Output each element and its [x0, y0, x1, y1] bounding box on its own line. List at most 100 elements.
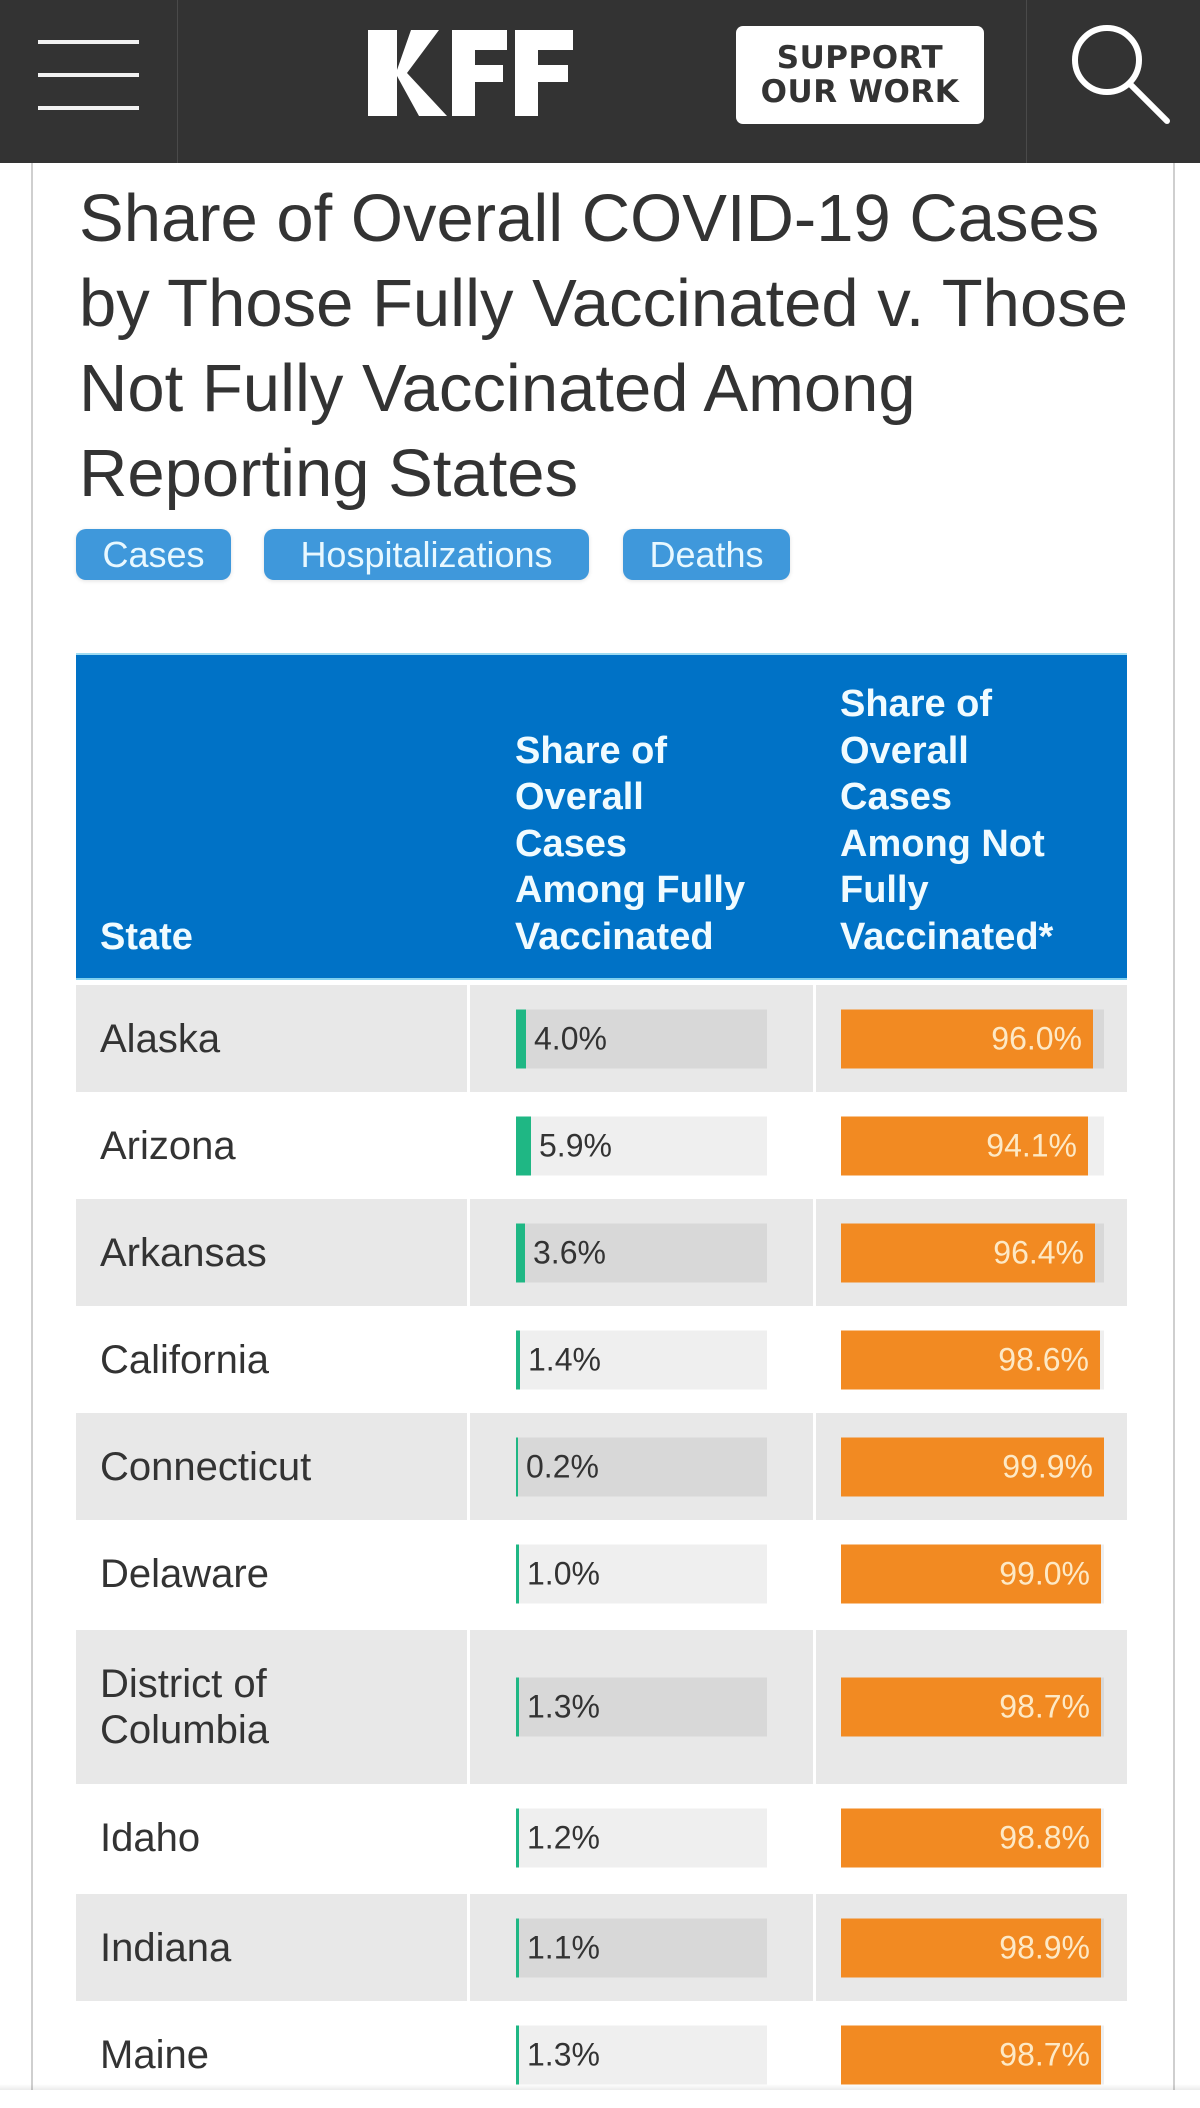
not-vaccinated-bar-track: 99.0%	[841, 1544, 1104, 1604]
vaccinated-bar-track: 1.3%	[516, 1677, 767, 1737]
vaccinated-value: 1.2%	[527, 1819, 600, 1856]
not-vaccinated-value: 96.4%	[993, 1234, 1084, 1270]
tab-hospitalizations[interactable]: Hospitalizations	[264, 529, 589, 580]
content-frame	[31, 163, 1175, 2090]
vaccinated-value: 4.0%	[534, 1020, 607, 1056]
vaccinated-value: 1.4%	[528, 1341, 601, 1377]
vaccinated-bar	[516, 1330, 520, 1389]
vaccinated-bar	[516, 2025, 519, 2084]
not-vaccinated-bar: 98.7%	[841, 1677, 1101, 1737]
not-vaccinated-bar-track: 96.4%	[841, 1223, 1104, 1282]
column-divider	[467, 1413, 470, 1520]
vaccinated-bar	[516, 1437, 518, 1496]
not-vaccinated-bar: 94.1%	[841, 1116, 1088, 1175]
not-vaccinated-bar: 99.0%	[841, 1544, 1101, 1604]
vaccinated-bar	[516, 1116, 531, 1175]
column-divider	[467, 985, 470, 1092]
table-row: Delaware 1.0% 99.0%	[76, 1520, 1127, 1628]
state-name: Idaho	[100, 1816, 201, 1860]
table-row: Alaska 4.0% 96.0%	[76, 985, 1127, 1092]
table-row: Maine 1.3% 98.7%	[76, 2001, 1127, 2108]
support-line-2: OUR WORK	[760, 74, 960, 110]
not-vaccinated-value: 98.6%	[998, 1341, 1089, 1377]
table-row: Connecticut 0.2% 99.9%	[76, 1413, 1127, 1520]
vaccinated-bar-track: 1.3%	[516, 2025, 767, 2084]
hamburger-menu-icon[interactable]	[30, 28, 148, 123]
column-divider	[813, 1630, 816, 1784]
not-vaccinated-value: 98.7%	[999, 1688, 1090, 1725]
search-icon[interactable]	[1060, 14, 1180, 134]
not-vaccinated-bar: 98.7%	[841, 2025, 1101, 2084]
page-title: Share of Overall COVID-19 Cases by Those…	[79, 181, 1128, 511]
support-line-1: SUPPORT	[776, 40, 944, 76]
menu-line	[38, 40, 139, 44]
state-name: Arizona	[100, 1123, 236, 1168]
column-divider	[813, 1199, 816, 1306]
state-name: Maine	[100, 2032, 209, 2077]
vaccinated-value: 3.6%	[533, 1234, 606, 1270]
nav-divider	[1026, 0, 1027, 163]
not-vaccinated-bar-track: 94.1%	[841, 1116, 1104, 1175]
not-vaccinated-bar-track: 99.9%	[841, 1437, 1104, 1496]
column-header-fully-vaccinated[interactable]: Share of Overall Cases Among Fully Vacci…	[515, 729, 746, 958]
table-row: District of Columbia 1.3% 98.7%	[76, 1630, 1127, 1784]
state-name: Indiana	[100, 1925, 232, 1970]
vaccinated-bar-track: 0.2%	[516, 1437, 767, 1496]
vaccinated-value: 1.1%	[527, 1929, 600, 1965]
state-name: California	[100, 1337, 269, 1382]
not-vaccinated-value: 98.9%	[999, 1929, 1090, 1965]
vaccinated-bar	[516, 1223, 525, 1282]
vaccinated-bar-track: 5.9%	[516, 1116, 767, 1175]
not-vaccinated-bar-track: 96.0%	[841, 1009, 1104, 1068]
not-vaccinated-bar-track: 98.6%	[841, 1330, 1104, 1389]
table-header: State Share of Overall Cases Among Fully…	[76, 653, 1127, 980]
tab-deaths[interactable]: Deaths	[623, 529, 790, 580]
not-vaccinated-bar: 98.9%	[841, 1918, 1101, 1977]
not-vaccinated-bar: 99.9%	[841, 1437, 1104, 1496]
not-vaccinated-bar-track: 98.8%	[841, 1808, 1104, 1868]
support-our-work-button[interactable]: SUPPORT OUR WORK	[736, 26, 984, 124]
kff-logo-mark	[368, 30, 573, 116]
state-name: Alaska	[100, 1016, 221, 1061]
vaccinated-bar-track: 4.0%	[516, 1009, 767, 1068]
not-vaccinated-value: 98.7%	[999, 2036, 1090, 2072]
vaccinated-bar	[516, 1544, 519, 1604]
vaccinated-bar	[516, 1009, 526, 1068]
column-divider	[467, 1199, 470, 1306]
nav-divider	[177, 0, 178, 163]
vaccinated-value: 1.3%	[527, 2036, 600, 2072]
menu-line	[38, 73, 139, 77]
vaccinated-bar-track: 1.1%	[516, 1918, 767, 1977]
state-name: District of Columbia	[100, 1662, 269, 1752]
state-name: Arkansas	[100, 1230, 267, 1275]
tab-cases[interactable]: Cases	[76, 529, 231, 580]
not-vaccinated-bar: 96.4%	[841, 1223, 1095, 1282]
bottom-shadow	[0, 2084, 1200, 2090]
vaccinated-value: 5.9%	[539, 1127, 612, 1163]
table-row: Indiana 1.1% 98.9%	[76, 1894, 1127, 2001]
kff-logo[interactable]	[366, 28, 576, 120]
state-name: Delaware	[100, 1552, 269, 1596]
table-row: California 1.4% 98.6%	[76, 1306, 1127, 1413]
not-vaccinated-bar: 98.8%	[841, 1808, 1101, 1868]
column-header-state[interactable]: State	[100, 915, 193, 958]
column-divider	[467, 1630, 470, 1784]
not-vaccinated-value: 98.8%	[999, 1819, 1090, 1856]
vaccinated-value: 1.3%	[527, 1688, 600, 1725]
column-divider	[467, 1894, 470, 2001]
not-vaccinated-value: 99.9%	[1002, 1448, 1093, 1484]
column-header-not-fully-vaccinated[interactable]: Share of Overall Cases Among Not Fully V…	[840, 683, 1054, 958]
vaccinated-bar-track: 1.2%	[516, 1808, 767, 1868]
column-divider	[813, 1413, 816, 1520]
not-vaccinated-bar: 96.0%	[841, 1009, 1093, 1068]
table-row: Arizona 5.9% 94.1%	[76, 1092, 1127, 1199]
magnifier-glyph	[1072, 25, 1170, 124]
column-divider	[813, 985, 816, 1092]
vaccinated-bar	[516, 1808, 519, 1868]
vaccinated-bar	[516, 1918, 519, 1977]
not-vaccinated-value: 94.1%	[986, 1127, 1077, 1163]
vaccinated-bar-track: 1.4%	[516, 1330, 767, 1389]
not-vaccinated-value: 96.0%	[991, 1020, 1082, 1056]
table-row: Arkansas 3.6% 96.4%	[76, 1199, 1127, 1306]
vaccinated-bar	[516, 1677, 519, 1737]
